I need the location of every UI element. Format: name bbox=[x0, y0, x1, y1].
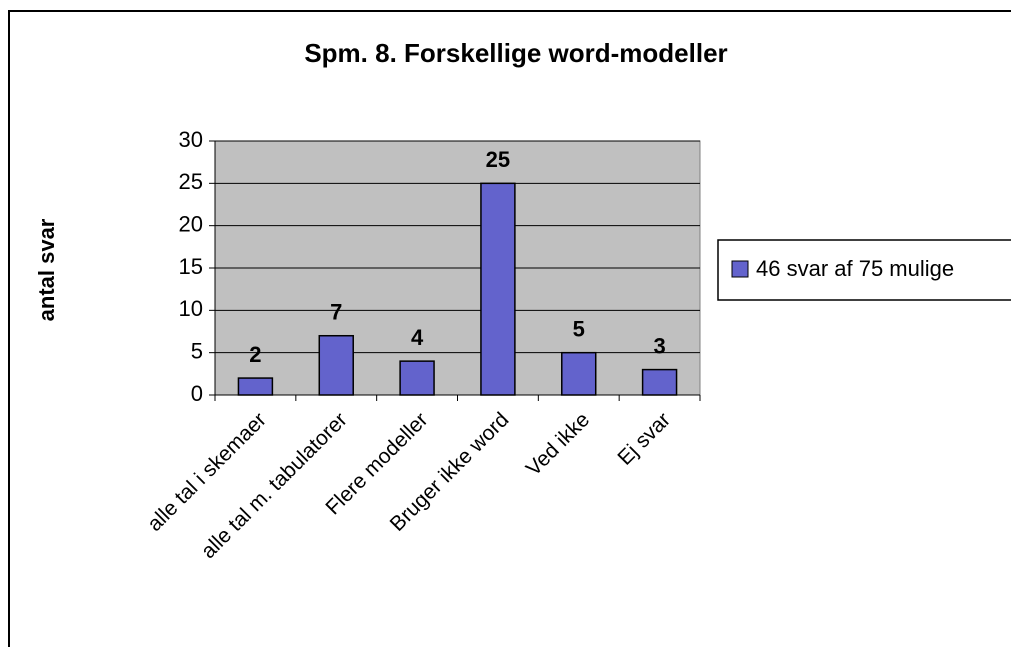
data-label: 5 bbox=[573, 316, 585, 341]
chart-title: Spm. 8. Forskellige word-modeller bbox=[304, 38, 727, 68]
bar bbox=[561, 351, 597, 396]
y-tick-label: 0 bbox=[191, 381, 203, 406]
bar bbox=[480, 182, 516, 396]
y-tick-label: 30 bbox=[179, 127, 203, 152]
y-tick-label: 15 bbox=[179, 254, 203, 279]
bar bbox=[318, 334, 354, 396]
bar bbox=[237, 377, 274, 396]
bar bbox=[641, 368, 678, 396]
data-label: 7 bbox=[330, 300, 342, 325]
data-label: 3 bbox=[653, 333, 665, 358]
y-axis-label: antal svar bbox=[34, 218, 59, 321]
y-tick-label: 20 bbox=[179, 211, 203, 236]
y-tick-label: 25 bbox=[179, 169, 203, 194]
data-label: 2 bbox=[249, 342, 261, 367]
legend-box bbox=[717, 239, 1011, 301]
data-label: 25 bbox=[486, 147, 510, 172]
legend-label: 46 svar af 75 mulige bbox=[756, 256, 954, 281]
bar bbox=[399, 360, 435, 396]
y-tick-label: 10 bbox=[179, 296, 203, 321]
y-tick-label: 5 bbox=[191, 338, 203, 363]
legend-swatch bbox=[731, 260, 749, 278]
data-label: 4 bbox=[411, 325, 424, 350]
